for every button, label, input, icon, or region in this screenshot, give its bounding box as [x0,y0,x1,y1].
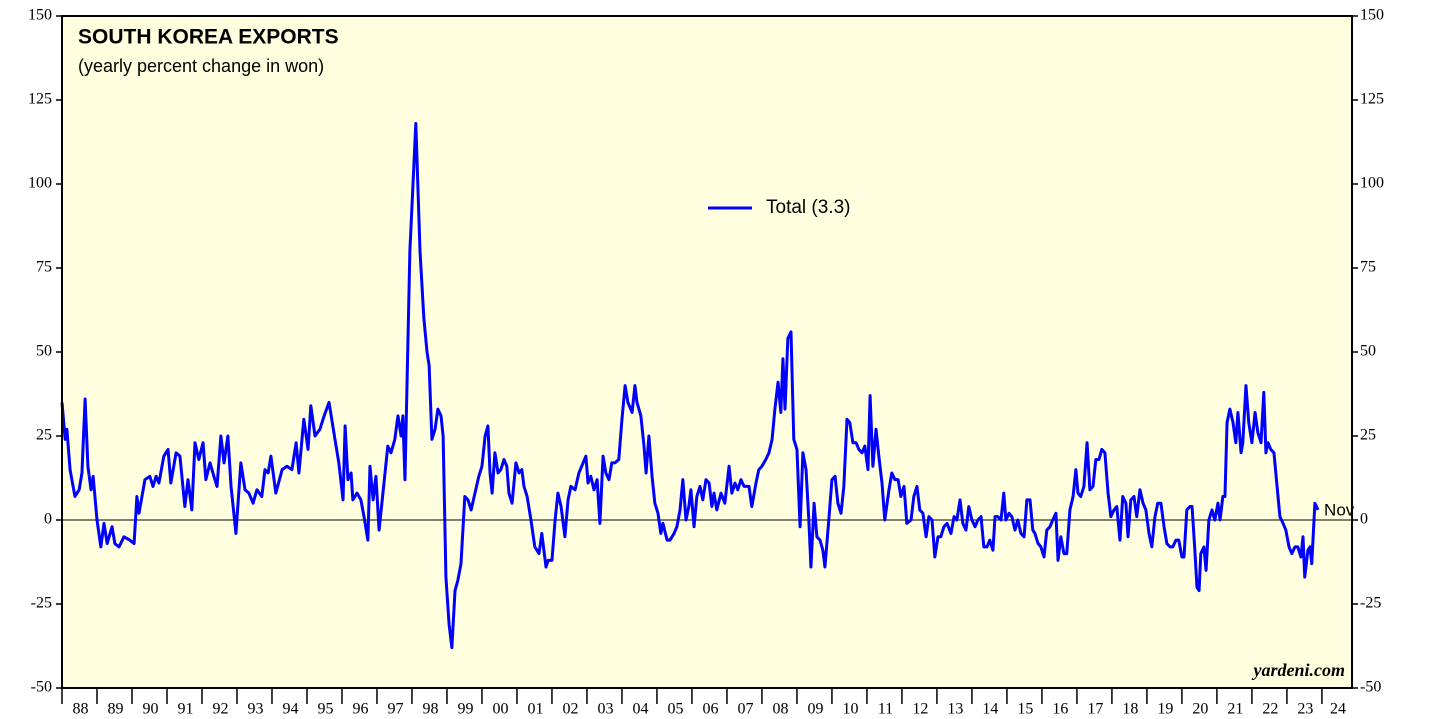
chart-subtitle: (yearly percent change in won) [78,56,324,76]
x-tick-label: 16 [1052,701,1068,718]
x-tick-label: 03 [597,701,613,718]
x-tick-label: 06 [702,701,718,718]
y-tick-label: 25 [36,427,52,444]
x-tick-label: 12 [912,701,928,718]
x-tick-label: 88 [72,701,88,718]
x-tick-label: 13 [947,701,963,718]
y-tick-label: 0 [44,511,52,528]
x-tick-label: 23 [1297,701,1313,718]
x-tick-label: 90 [142,701,158,718]
y-tick-label: -50 [31,679,52,696]
x-tick-label: 01 [527,701,543,718]
x-tick-label: 02 [562,701,578,718]
x-tick-label: 24 [1330,701,1346,718]
x-tick-label: 97 [387,701,403,718]
x-tick-label: 98 [422,701,438,718]
x-tick-label: 08 [772,701,788,718]
y2-tick-label: 100 [1360,175,1384,192]
x-tick-label: 94 [282,701,298,718]
x-tick-label: 07 [737,701,753,718]
y-tick-label: 125 [28,91,52,108]
x-tick-label: 92 [212,701,228,718]
chart-title: SOUTH KOREA EXPORTS [78,26,339,49]
x-tick-label: 93 [247,701,263,718]
end-label: Nov [1324,500,1355,519]
y-tick-label: 150 [28,7,52,24]
x-tick-label: 96 [352,701,368,718]
series-line [60,122,1320,650]
plot-frame [61,15,1353,689]
x-tick-label: 21 [1227,701,1243,718]
legend-label: Total (3.3) [766,197,850,218]
x-tick-label: 22 [1262,701,1278,718]
x-tick-label: 11 [878,701,893,718]
x-tick-label: 00 [492,701,508,718]
y-tick-label: 100 [28,175,52,192]
plot-area [62,16,1352,688]
x-tick-label: 05 [667,701,683,718]
y2-tick-label: 75 [1360,259,1376,276]
y2-tick-label: 25 [1360,427,1376,444]
x-tick-label: 15 [1017,701,1033,718]
x-tick-label: 19 [1157,701,1173,718]
y2-tick-label: -50 [1360,679,1381,696]
source-label: yardeni.com [1252,660,1346,680]
x-tick-label: 91 [177,701,193,718]
x-tick-label: 09 [807,701,823,718]
x-tick-label: 14 [982,701,998,718]
y2-tick-label: 125 [1360,91,1384,108]
x-tick-label: 18 [1122,701,1138,718]
x-tick-label: 20 [1192,701,1208,718]
x-tick-label: 95 [317,701,333,718]
y-tick-label: 50 [36,343,52,360]
series: Total (3.3) Nov [60,122,1355,650]
y-tick-label: -25 [31,595,52,612]
y2-tick-label: 50 [1360,343,1376,360]
x-tick-label: 89 [107,701,123,718]
y2-tick-label: 150 [1360,7,1384,24]
x-tick-label: 99 [457,701,473,718]
x-tick-label: 17 [1087,701,1103,718]
y2-tick-label: -25 [1360,595,1381,612]
y2-tick-label: 0 [1360,511,1368,528]
y-tick-label: 75 [36,259,52,276]
x-tick-label: 10 [842,701,858,718]
x-tick-label: 04 [632,701,648,718]
